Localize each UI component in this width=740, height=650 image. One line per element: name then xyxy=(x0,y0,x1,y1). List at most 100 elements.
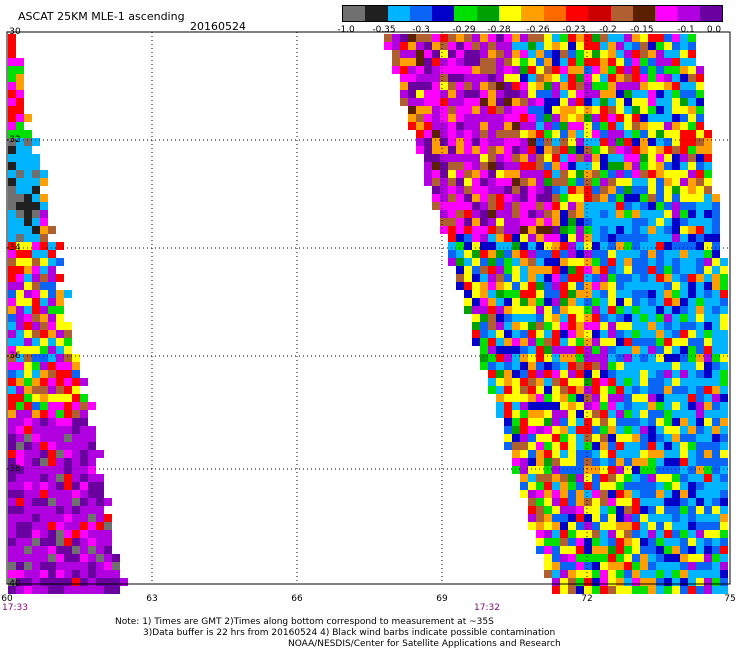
swath-cell xyxy=(720,370,728,378)
swath-cell xyxy=(648,418,656,426)
swath-cell xyxy=(712,298,720,306)
swath-cell xyxy=(616,522,624,530)
swath-cell xyxy=(488,250,496,258)
swath-cell xyxy=(520,322,528,330)
swath-cell xyxy=(504,210,512,218)
swath-cell xyxy=(624,482,632,490)
swath-cell xyxy=(536,546,544,554)
swath-cell xyxy=(40,530,48,538)
swath-cell xyxy=(608,362,616,370)
swath-cell xyxy=(672,298,680,306)
swath-cell xyxy=(576,218,584,226)
swath-cell xyxy=(488,274,496,282)
swath-cell xyxy=(400,58,408,66)
swath-cell xyxy=(568,474,576,482)
swath-cell xyxy=(24,266,32,274)
swath-cell xyxy=(40,402,48,410)
swath-cell xyxy=(56,242,64,250)
swath-cell xyxy=(680,386,688,394)
swath-cell xyxy=(544,482,552,490)
swath-cell xyxy=(528,162,536,170)
swath-cell xyxy=(520,378,528,386)
swath-cell xyxy=(640,210,648,218)
swath-cell xyxy=(576,410,584,418)
swath-cell xyxy=(576,234,584,242)
swath-cell xyxy=(512,298,520,306)
swath-cell xyxy=(552,42,560,50)
swath-cell xyxy=(424,122,432,130)
swath-cell xyxy=(608,578,616,586)
swath-cell xyxy=(688,458,696,466)
swath-cell xyxy=(480,218,488,226)
swath-cell xyxy=(664,586,672,594)
swath-cell xyxy=(608,458,616,466)
swath-cell xyxy=(8,50,16,58)
swath-cell xyxy=(456,194,464,202)
swath-cell xyxy=(608,562,616,570)
swath-cell xyxy=(576,458,584,466)
swath-cell xyxy=(24,482,32,490)
swath-cell xyxy=(424,82,432,90)
swath-cell xyxy=(712,362,720,370)
swath-cell xyxy=(584,266,592,274)
swath-cell xyxy=(664,338,672,346)
swath-cell xyxy=(424,146,432,154)
swath-cell xyxy=(632,322,640,330)
swath-cell xyxy=(680,426,688,434)
swath-cell xyxy=(520,258,528,266)
swath-cell xyxy=(528,178,536,186)
swath-cell xyxy=(544,170,552,178)
swath-cell xyxy=(680,418,688,426)
swath-cell xyxy=(632,122,640,130)
note-line-3: NOAA/NESDIS/Center for Satellite Applica… xyxy=(288,639,561,649)
swath-cell xyxy=(632,34,640,42)
swath-cell xyxy=(592,418,600,426)
swath-cell xyxy=(624,258,632,266)
swath-cell xyxy=(464,298,472,306)
swath-cell xyxy=(616,322,624,330)
swath-cell xyxy=(632,362,640,370)
swath-cell xyxy=(560,354,568,362)
swath-cell xyxy=(40,466,48,474)
swath-cell xyxy=(440,34,448,42)
swath-cell xyxy=(592,282,600,290)
swath-cell xyxy=(488,202,496,210)
swath-cell xyxy=(16,538,24,546)
swath-cell xyxy=(576,570,584,578)
swath-cell xyxy=(680,242,688,250)
swath-cell xyxy=(600,122,608,130)
swath-cell xyxy=(32,322,40,330)
swath-cell xyxy=(544,202,552,210)
swath-cell xyxy=(528,274,536,282)
swath-cell xyxy=(520,218,528,226)
swath-cell xyxy=(640,58,648,66)
swath-cell xyxy=(680,90,688,98)
swath-cell xyxy=(440,74,448,82)
swath-cell xyxy=(464,258,472,266)
swath-cell xyxy=(608,226,616,234)
swath-cell xyxy=(568,122,576,130)
swath-cell xyxy=(616,42,624,50)
swath-cell xyxy=(40,554,48,562)
swath-cell xyxy=(24,578,32,586)
swath-cell xyxy=(656,458,664,466)
swath-cell xyxy=(584,50,592,58)
swath-cell xyxy=(656,314,664,322)
swath-cell xyxy=(576,250,584,258)
swath-cell xyxy=(624,66,632,74)
swath-cell xyxy=(80,426,88,434)
swath-cell xyxy=(480,130,488,138)
swath-cell xyxy=(528,154,536,162)
swath-cell xyxy=(616,210,624,218)
swath-cell xyxy=(632,314,640,322)
swath-cell xyxy=(608,58,616,66)
swath-cell xyxy=(40,570,48,578)
swath-cell xyxy=(672,522,680,530)
swath-cell xyxy=(384,42,392,50)
swath-cell xyxy=(552,394,560,402)
swath-cell xyxy=(536,474,544,482)
swath-cell xyxy=(704,474,712,482)
swath-cell xyxy=(696,202,704,210)
swath-cell xyxy=(648,354,656,362)
swath-cell xyxy=(16,506,24,514)
